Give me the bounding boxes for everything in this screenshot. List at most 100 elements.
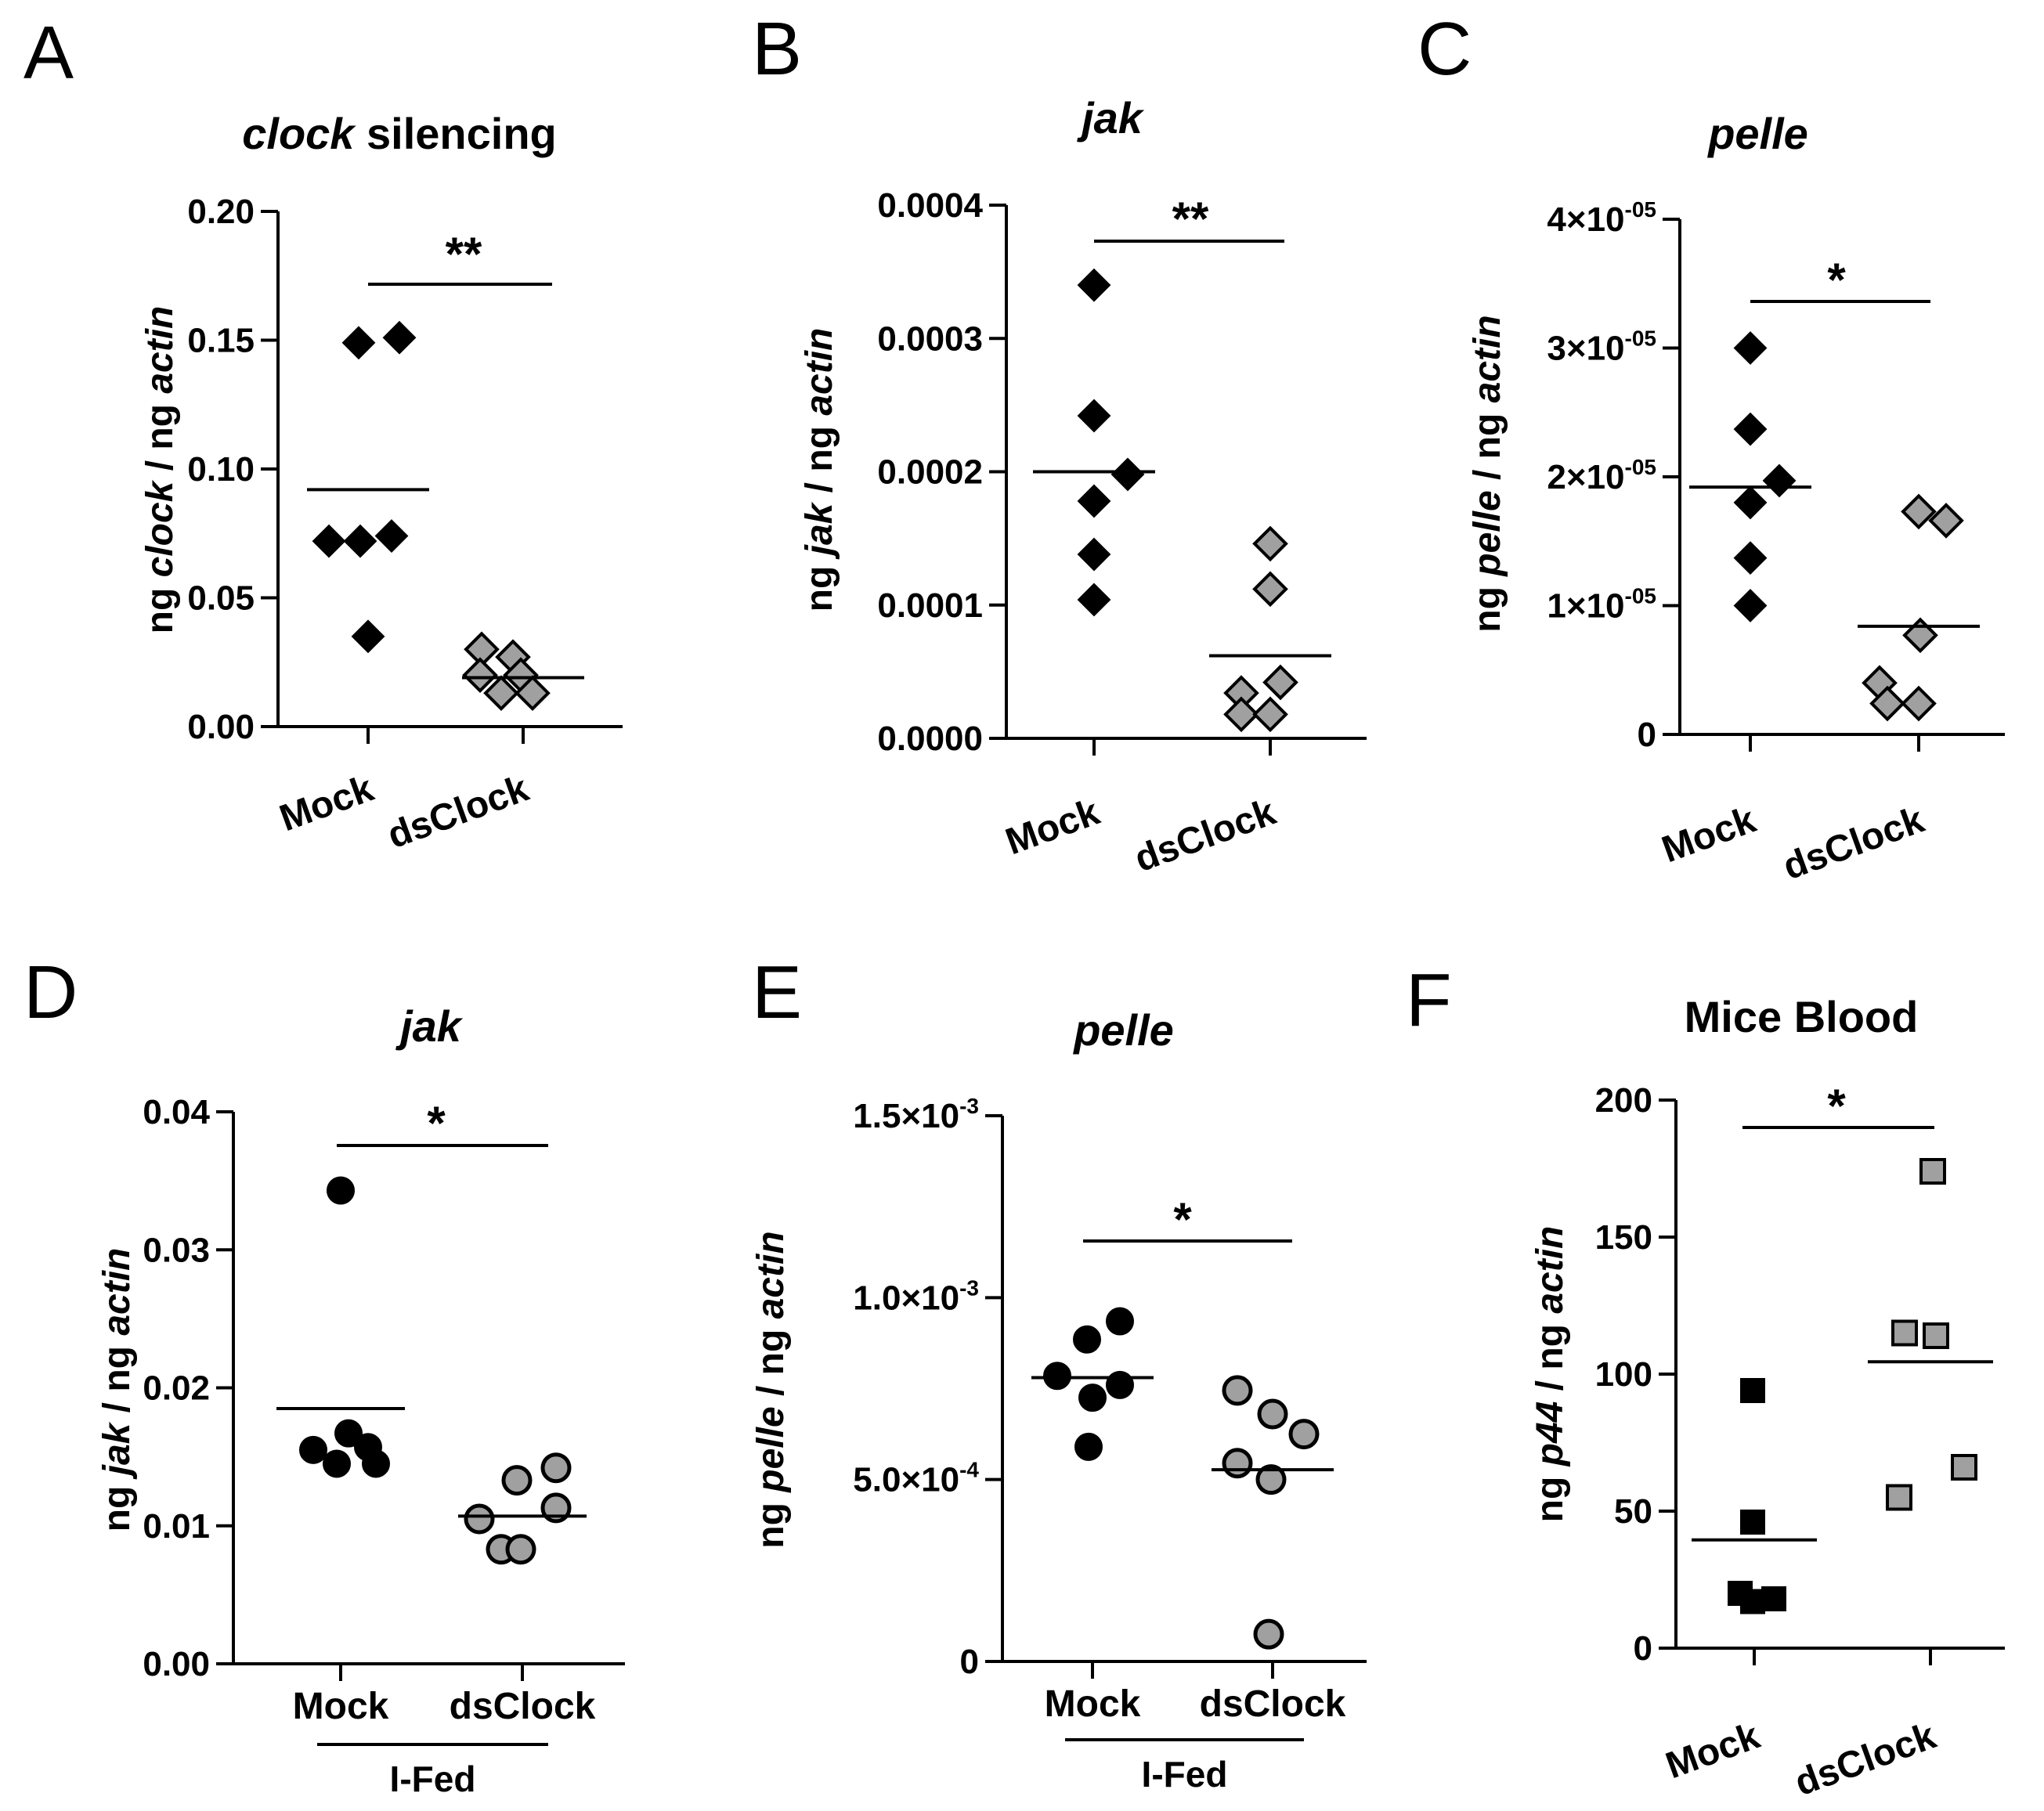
y-tick-label: 0.10 (187, 450, 255, 489)
tick-text: 0 (1634, 1629, 1652, 1668)
title-part: Mice Blood (1685, 992, 1919, 1041)
y-tick-label: 0 (1638, 716, 1656, 754)
title-part: jak (395, 1001, 464, 1051)
mock-point (312, 524, 346, 558)
y-tick-label: 0.15 (187, 322, 255, 360)
group-label: I-Fed (1142, 1754, 1228, 1795)
tick-text: 0.0002 (877, 453, 983, 492)
y-tick-label: 2×10-05 (1547, 455, 1656, 496)
panel-label: B (752, 7, 802, 91)
y-tick-label: 1.0×10-3 (853, 1275, 979, 1317)
tick-text: 0.0004 (877, 186, 983, 225)
mock-point (1733, 589, 1768, 622)
title-part: jak (1076, 93, 1145, 142)
y-axis-label: ng clock / ng actin (139, 306, 181, 634)
significance-stars: * (427, 1097, 446, 1149)
tick-text: 0.01 (143, 1507, 210, 1546)
mock-point (1733, 331, 1768, 365)
ylabel-part: pelle (1467, 490, 1508, 577)
tick-times-ten: ×10 (1566, 330, 1625, 368)
y-tick-label: 0.05 (187, 579, 255, 618)
y-tick-label: 4×10-05 (1547, 197, 1656, 239)
panel-label: F (1406, 958, 1452, 1042)
mock-point (1077, 399, 1111, 433)
y-tick-label: 5.0×10-4 (853, 1458, 979, 1499)
ylabel-part: ng (1529, 1466, 1571, 1522)
x-category-label: Mock (1660, 1715, 1765, 1787)
y-tick-label: 0.03 (143, 1231, 210, 1269)
tick-text: 0.04 (143, 1093, 210, 1131)
ylabel-part: ng (799, 555, 840, 611)
y-tick-label: 0.0000 (877, 720, 983, 758)
dsclock-point (1902, 617, 1938, 654)
tick-exponent: -4 (959, 1458, 979, 1482)
panel-title: pelle (1706, 109, 1808, 158)
ylabel-part: actin (799, 328, 840, 416)
mock-point (1077, 583, 1111, 617)
tick-times-ten: ×10 (901, 1461, 959, 1499)
x-category-label: Mock (1656, 799, 1761, 871)
tick-times-ten: ×10 (901, 1097, 959, 1135)
mock-point (1740, 1589, 1765, 1614)
dsclock-point (464, 1503, 495, 1535)
tick-mantissa: 4 (1547, 200, 1566, 239)
tick-mantissa: 1 (1547, 587, 1566, 626)
x-category-label: dsClock (1129, 791, 1281, 880)
tick-text: 0.20 (187, 193, 255, 231)
x-category-label: dsClock (1200, 1683, 1346, 1725)
panel-label: C (1417, 7, 1472, 91)
ylabel-part: ng (1467, 576, 1508, 633)
y-axis-label: ng jak / ng actin (96, 1248, 138, 1532)
dsclock-point (505, 1534, 536, 1565)
x-category-label: Mock (293, 1686, 389, 1727)
mock-point (351, 619, 385, 654)
ylabel-part: p44 (1529, 1402, 1571, 1468)
tick-exponent: -3 (959, 1275, 979, 1300)
tick-times-ten: ×10 (1566, 587, 1625, 626)
tick-text: 0 (960, 1643, 979, 1681)
x-category-label: Mock (1045, 1683, 1141, 1725)
mock-point (1740, 1510, 1765, 1535)
tick-mantissa: 5.0 (853, 1461, 901, 1499)
x-category-label: Mock (1000, 791, 1105, 863)
panel-label: A (23, 11, 74, 95)
mock-point (1043, 1362, 1071, 1391)
ylabel-part: clock (139, 479, 181, 577)
mock-point (1740, 1378, 1765, 1403)
dsclock-point (462, 657, 498, 694)
ylabel-part: actin (1529, 1226, 1571, 1314)
significance-stars: ** (446, 228, 482, 280)
mock-point (299, 1435, 327, 1464)
tick-text: 0 (1638, 716, 1656, 754)
ylabel-part: jak (96, 1421, 138, 1480)
ylabel-part: pelle (750, 1406, 792, 1493)
ylabel-part: / ng (1529, 1314, 1571, 1402)
title-part: pelle (1706, 109, 1808, 158)
panel-label: E (752, 951, 802, 1034)
y-axis-label: ng jak / ng actin (799, 328, 840, 612)
mock-point (1077, 537, 1111, 572)
significance-stars: ** (1172, 193, 1209, 245)
tick-exponent: -05 (1625, 584, 1656, 608)
y-tick-label: 0.20 (187, 193, 255, 231)
dsclock-point (1901, 685, 1937, 722)
panel-title: clock silencing (242, 109, 557, 158)
ylabel-part: actin (139, 306, 181, 394)
dsclock-point (1891, 1319, 1918, 1347)
y-tick-label: 0.02 (143, 1369, 210, 1408)
dsclock-point (1923, 1322, 1949, 1349)
dsclock-point (1901, 493, 1937, 530)
y-tick-label: 1.5×10-3 (853, 1094, 979, 1135)
mock-point (1733, 485, 1768, 520)
mock-point (382, 320, 417, 355)
title-part: silencing (354, 109, 556, 158)
y-tick-label: 0.00 (187, 708, 255, 746)
tick-exponent: -05 (1625, 326, 1656, 351)
mock-point (1077, 268, 1111, 302)
